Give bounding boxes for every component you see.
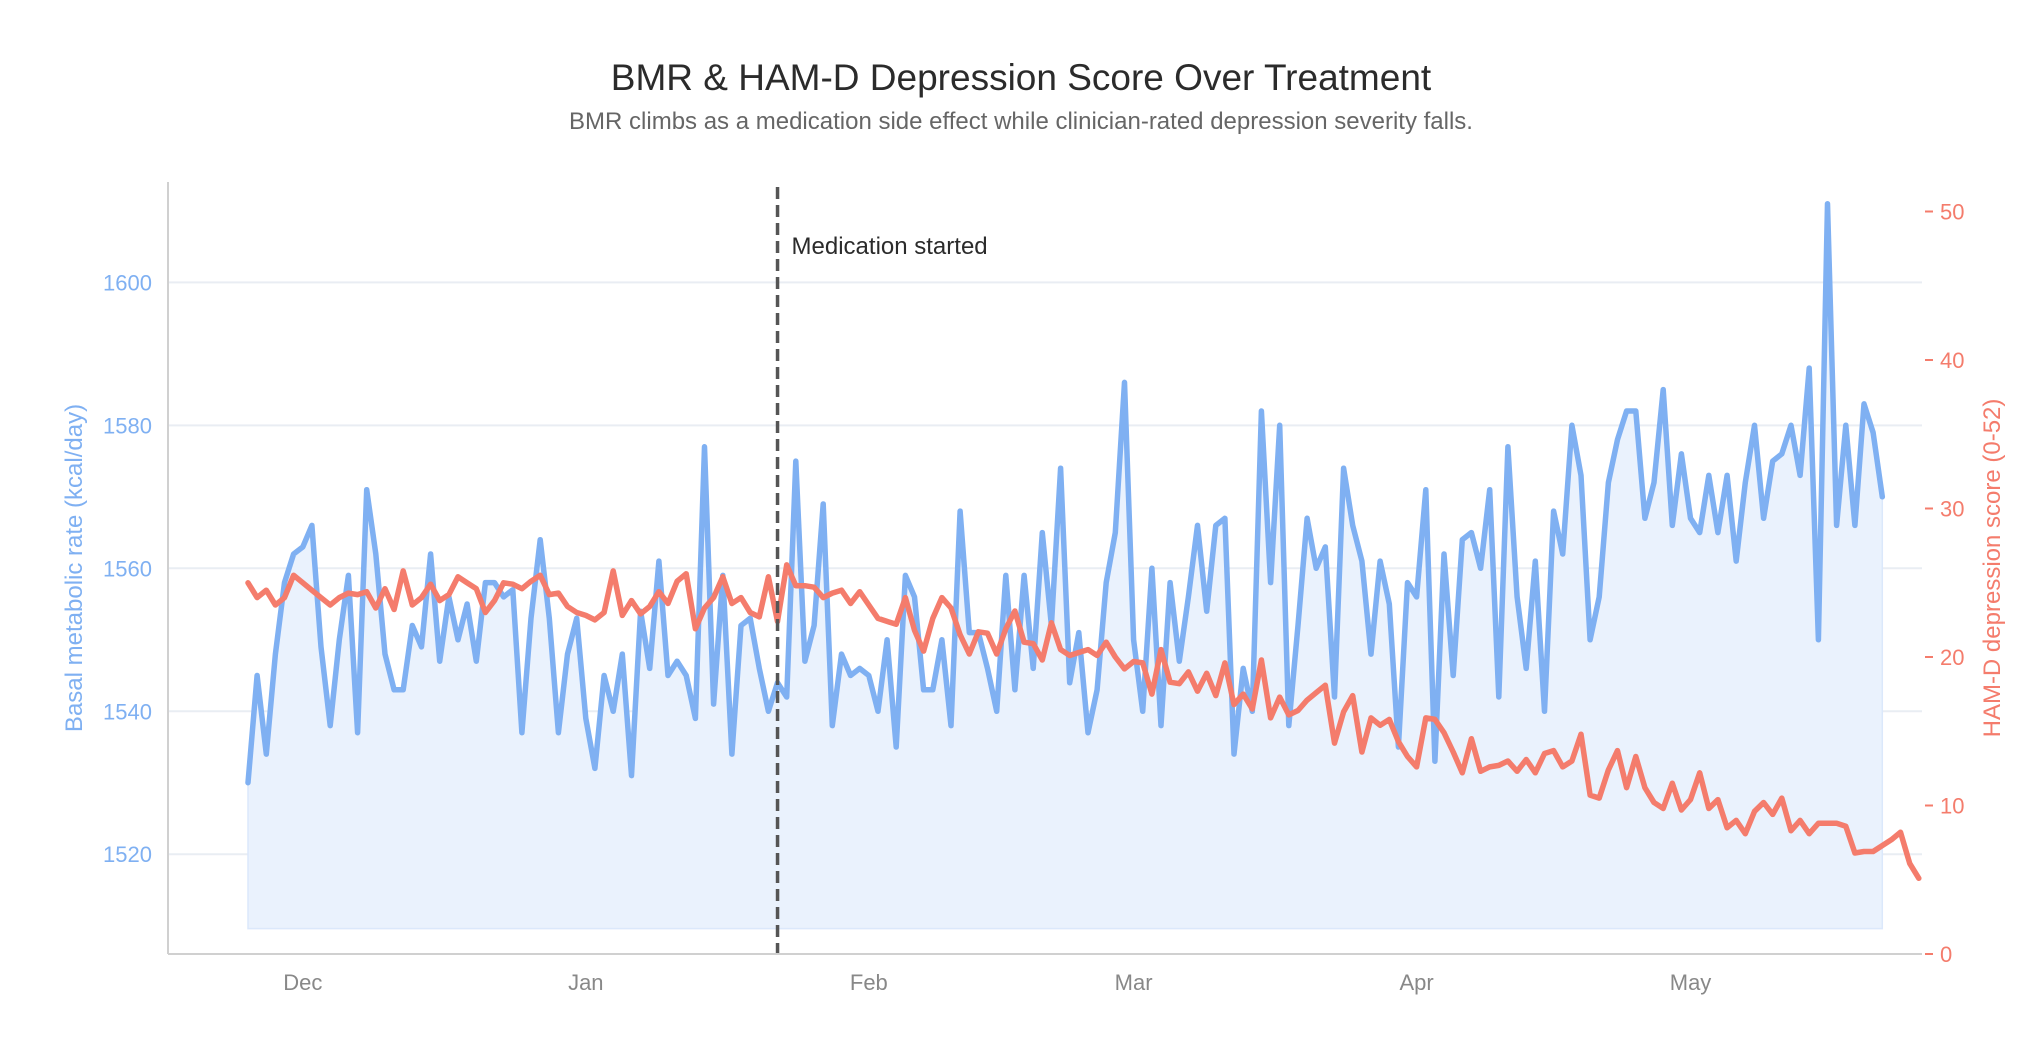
x-axis-ticks: Dec Jan Feb Mar Apr May	[283, 970, 1711, 995]
x-tick-label: Jan	[568, 970, 603, 995]
right-tick-label: 10	[1940, 794, 1964, 819]
x-tick-label: Mar	[1115, 970, 1153, 995]
hamd-line	[245, 562, 1922, 882]
right-axis-ticks: 0 10 20 30 40 50	[1925, 200, 1964, 967]
left-tick-label: 1520	[103, 842, 152, 867]
left-axis-label: Basal metabolic rate (kcal/day)	[61, 404, 88, 732]
left-axis-ticks: 1520 1540 1560 1580 1600	[103, 270, 152, 867]
chart-title: BMR & HAM-D Depression Score Over Treatm…	[611, 57, 1432, 98]
bmr-line	[245, 200, 1886, 786]
x-tick-label: May	[1670, 970, 1712, 995]
x-tick-label: Apr	[1400, 970, 1434, 995]
right-tick-label: 20	[1940, 645, 1964, 670]
x-tick-label: Dec	[283, 970, 322, 995]
left-tick-label: 1560	[103, 556, 152, 581]
right-tick-label: 30	[1940, 497, 1964, 522]
right-tick-label: 40	[1940, 348, 1964, 373]
medication-start-label: Medication started	[792, 233, 988, 260]
right-tick-label: 0	[1940, 942, 1952, 967]
left-tick-label: 1540	[103, 699, 152, 724]
medication-annotation: Medication started	[775, 187, 988, 954]
left-tick-label: 1580	[103, 413, 152, 438]
right-tick-label: 50	[1940, 200, 1964, 225]
right-axis-label: HAM-D depression score (0-52)	[1979, 399, 2006, 738]
chart-subtitle: BMR climbs as a medication side effect w…	[569, 108, 1473, 135]
series-lines	[245, 200, 1922, 882]
x-tick-label: Feb	[850, 970, 888, 995]
left-tick-label: 1600	[103, 270, 152, 295]
